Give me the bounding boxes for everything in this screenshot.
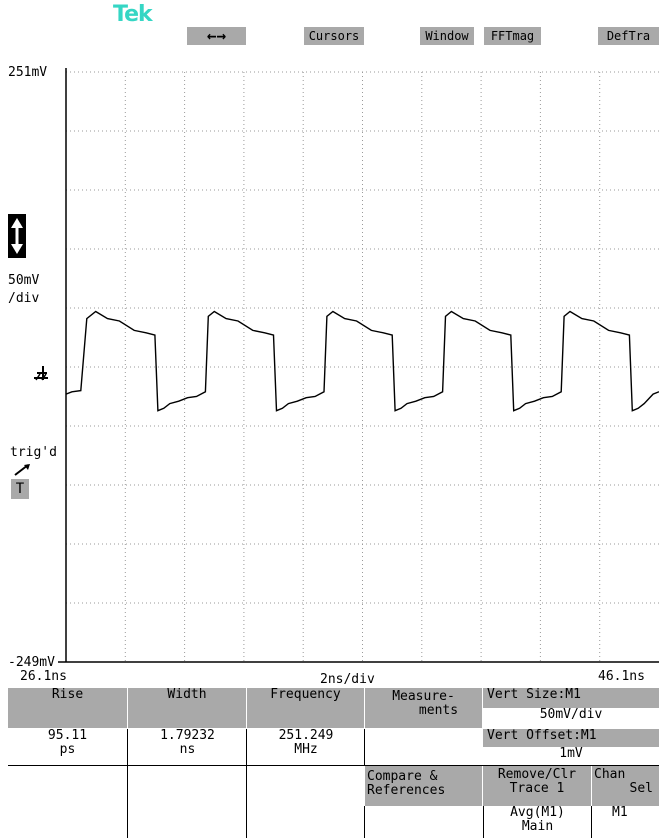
rise-header-label: Rise: [51, 688, 84, 702]
vert-size-value[interactable]: 50mV/div: [539, 708, 603, 722]
trig-status: trig'd: [10, 445, 57, 460]
ground-reference-icon: [32, 364, 54, 386]
trigger-button[interactable]: T: [11, 479, 29, 499]
empty-cell: [364, 806, 483, 838]
remove-clr-trace-button[interactable]: Remove/Clr Trace 1: [483, 766, 591, 806]
measurements-menu-button[interactable]: Measure- ments: [365, 688, 482, 728]
vert-size-label[interactable]: Vert Size:M1: [483, 688, 659, 708]
remove-clr-label-1: Remove/Clr: [497, 767, 577, 782]
deftra-button[interactable]: DefTra: [598, 27, 659, 45]
trigger-slope-icon: [12, 462, 34, 482]
cursors-button[interactable]: Cursors: [304, 27, 364, 45]
remove-clr-label-2: Trace 1: [509, 781, 565, 796]
graticule-grid: [66, 71, 659, 662]
empty-cell: [246, 766, 365, 838]
waveform-display: [58, 68, 659, 663]
rise-value: 95.11: [47, 729, 88, 743]
frequency-header-label: Frequency: [270, 688, 341, 702]
time-scale-label: 2ns/div: [320, 672, 375, 687]
chan-sel-label-2: Sel: [629, 781, 653, 796]
frequency-value: 251.249: [278, 729, 334, 743]
width-header-label: Width: [167, 688, 207, 702]
top-voltage-label: 251mV: [8, 65, 48, 80]
vert-offset-label[interactable]: Vert Offset:M1: [483, 729, 659, 747]
window-button[interactable]: Window: [420, 27, 474, 45]
bottom-voltage-label: -249mV: [8, 655, 55, 670]
measurements-label-1: Measure-: [392, 689, 455, 704]
width-unit: ns: [179, 742, 196, 757]
graticule-axes: [58, 68, 659, 663]
waveform-trace: [65, 310, 659, 412]
volts-per-div-value: 50mV: [8, 273, 40, 288]
compare-label-2: References: [367, 783, 446, 798]
chan-sel-label-1: Chan: [594, 767, 626, 782]
vertical-arrow-icon[interactable]: [8, 214, 26, 258]
frequency-value-cell: 251.249 MHz: [246, 729, 365, 765]
width-value: 1.79232: [160, 729, 215, 743]
measure-frequency-header[interactable]: Frequency: [247, 688, 364, 728]
remove-clr-label-3: Avg(M1): [510, 806, 565, 820]
remove-clr-trace-value[interactable]: Avg(M1) Main: [483, 806, 591, 838]
volts-per-div-unit: /div: [8, 291, 40, 306]
measure-width-header[interactable]: Width: [128, 688, 246, 728]
measurement-panel: Rise Width Frequency Measure- ments Vert…: [8, 688, 659, 838]
row-divider: [8, 765, 659, 766]
empty-cell: [8, 766, 127, 838]
fftmag-button[interactable]: FFTmag: [484, 27, 541, 45]
remove-clr-label-4: Main: [521, 819, 554, 834]
width-value-cell: 1.79232 ns: [127, 729, 247, 765]
measurements-label-2: ments: [418, 703, 459, 718]
rise-value-cell: 95.11 ps: [8, 729, 127, 765]
measure-rise-header[interactable]: Rise: [8, 688, 127, 728]
time-start-label: 26.1ns: [20, 669, 67, 684]
time-end-label: 46.1ns: [598, 669, 645, 684]
empty-cell: [364, 729, 483, 765]
rise-unit: ps: [59, 742, 76, 757]
horizontal-arrow-button[interactable]: ←→: [187, 27, 246, 45]
empty-cell: [127, 766, 247, 838]
frequency-unit: MHz: [294, 742, 318, 757]
chan-sel-value[interactable]: M1: [591, 806, 659, 838]
chan-sel-button[interactable]: Chan Sel: [592, 766, 659, 806]
tek-logo: Tek: [113, 2, 153, 27]
vert-offset-value[interactable]: 1mV: [559, 747, 583, 761]
compare-label-1: Compare &: [367, 769, 438, 784]
compare-references-button[interactable]: Compare & References: [365, 766, 482, 806]
